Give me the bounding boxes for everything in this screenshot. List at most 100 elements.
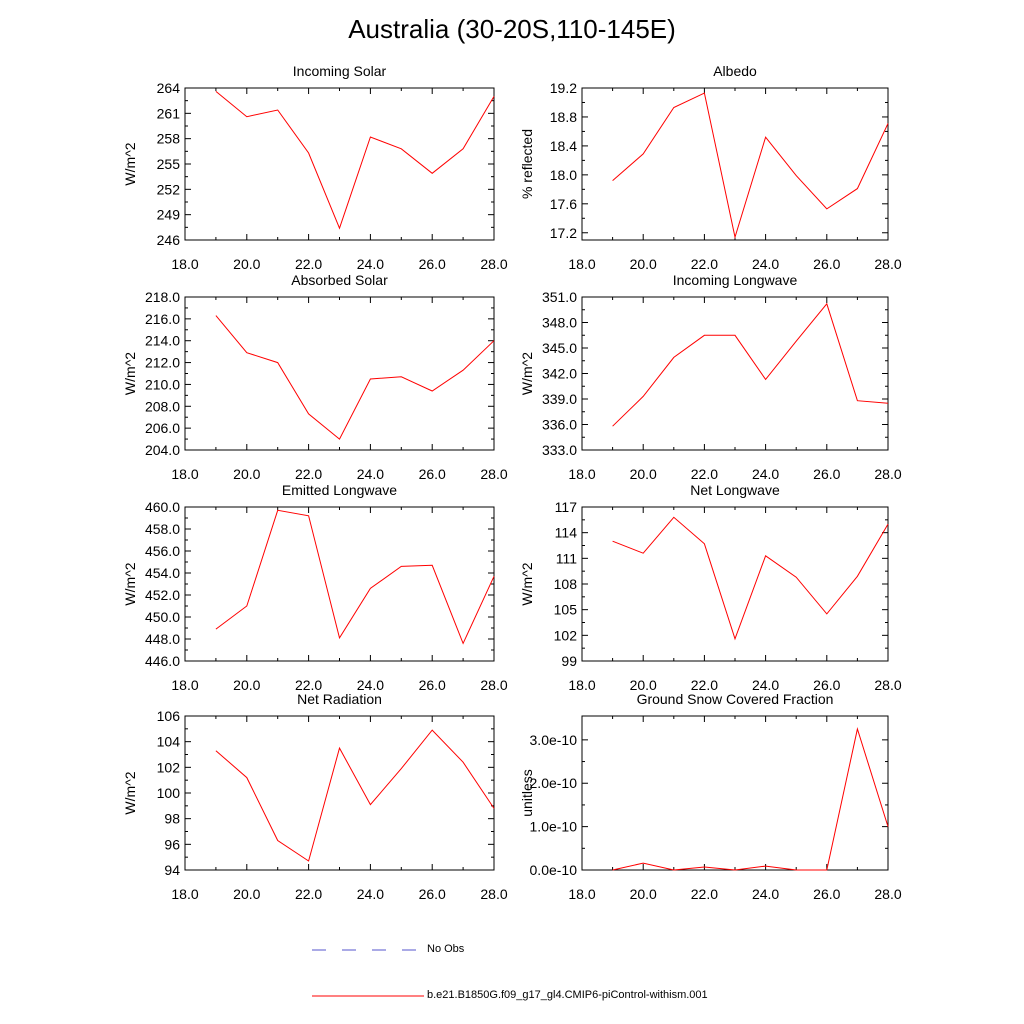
panel-3-ytick-label: 204.0 <box>145 442 180 458</box>
panel-5-title: Emitted Longwave <box>282 482 397 498</box>
panel-4-ytick-label: 342.0 <box>542 366 577 382</box>
panel-1-ytick-label: 246 <box>157 232 181 248</box>
panel-6-xtick-label: 22.0 <box>691 677 718 693</box>
panel-3-ytick-label: 218.0 <box>145 289 180 305</box>
panel-3-ytick-label: 216.0 <box>145 311 180 327</box>
panel-1-frame <box>184 87 495 241</box>
panel-5-ytick-label: 450.0 <box>145 609 180 625</box>
panel-5-series-line <box>215 509 495 645</box>
panel-4-xtick-label: 22.0 <box>691 466 718 482</box>
panel-6-ytick-label: 117 <box>555 499 578 515</box>
panel-7-ytick-label: 106 <box>157 708 181 724</box>
panel-3-title: Absorbed Solar <box>291 272 388 288</box>
panel-5-ytick-label: 448.0 <box>145 631 180 647</box>
panel-6-xtick-label: 24.0 <box>752 677 779 693</box>
panel-3-xtick-label: 28.0 <box>480 466 507 482</box>
legend-obs-label: No Obs <box>427 943 465 955</box>
panel-1-xtick-label: 18.0 <box>171 256 198 272</box>
panel-8-xtick-label: 26.0 <box>813 886 840 902</box>
panel-2-ytick-label: 18.8 <box>550 109 577 125</box>
panel-4-ytick-label: 351.0 <box>542 289 577 305</box>
panel-4-xtick-label: 26.0 <box>813 466 840 482</box>
panel-3-xtick-label: 26.0 <box>419 466 446 482</box>
panel-2-xtick-label: 24.0 <box>752 256 779 272</box>
panel-4-xtick-label: 28.0 <box>874 466 901 482</box>
panel-3-series-line <box>215 315 495 440</box>
panel-7-ytick-label: 98 <box>164 811 180 827</box>
panel-8-ytick-label: 3.0e-10 <box>530 732 578 748</box>
panel-5-xtick-label: 20.0 <box>233 677 260 693</box>
panel-7-xtick-label: 28.0 <box>480 886 507 902</box>
panel-6-ytick-label: 108 <box>554 576 578 592</box>
legend-model-label: b.e21.B1850G.f09_g17_gl4.CMIP6-piControl… <box>427 989 708 1001</box>
panel-6-xtick-label: 28.0 <box>874 677 901 693</box>
panel-4-ytick-label: 339.0 <box>542 391 577 407</box>
panel-2-xtick-label: 18.0 <box>568 256 595 272</box>
panel-2-xtick-label: 26.0 <box>813 256 840 272</box>
panel-7-title: Net Radiation <box>297 691 382 707</box>
panel-1-xtick-label: 26.0 <box>419 256 446 272</box>
panel-2-ytick-label: 17.2 <box>550 225 577 241</box>
panel-4-ytick-label: 333.0 <box>542 442 577 458</box>
panel-2-xtick-label: 20.0 <box>630 256 657 272</box>
panel-6-xtick-label: 18.0 <box>568 677 595 693</box>
panel-5-ytick-label: 452.0 <box>145 587 180 603</box>
panel-1-ytick-label: 249 <box>157 207 181 223</box>
panel-1-ytick-label: 255 <box>157 156 181 172</box>
panel-8-xtick-label: 24.0 <box>752 886 779 902</box>
panel-1-ylabel: W/m^2 <box>122 142 138 185</box>
panel-3-xtick-label: 20.0 <box>233 466 260 482</box>
panel-2-ytick-label: 18.4 <box>550 138 577 154</box>
panel-2-xtick-label: 28.0 <box>874 256 901 272</box>
panel-4-title: Incoming Longwave <box>673 272 798 288</box>
panel-6-ylabel: W/m^2 <box>519 562 535 605</box>
panel-8-title: Ground Snow Covered Fraction <box>637 691 834 707</box>
panel-4-ytick-label: 345.0 <box>542 340 577 356</box>
panel-5-xtick-label: 18.0 <box>171 677 198 693</box>
panel-1-ytick-label: 264 <box>157 80 181 96</box>
panel-3-ytick-label: 214.0 <box>145 333 180 349</box>
panel-5-ytick-label: 446.0 <box>145 653 180 669</box>
panel-8-xtick-label: 28.0 <box>874 886 901 902</box>
panel-8-frame <box>581 715 889 871</box>
panel-8-series-line <box>612 727 889 871</box>
panel-2-xtick-label: 22.0 <box>691 256 718 272</box>
panel-1-xtick-label: 24.0 <box>357 256 384 272</box>
panel-5-xtick-label: 28.0 <box>480 677 507 693</box>
panel-5-xtick-label: 22.0 <box>295 677 322 693</box>
panel-6-ytick-label: 105 <box>554 602 578 618</box>
panel-5-ytick-label: 458.0 <box>145 521 180 537</box>
panel-1-series-line <box>215 91 495 230</box>
panel-4-ytick-label: 336.0 <box>542 417 577 433</box>
panel-7-xtick-label: 18.0 <box>171 886 198 902</box>
panel-3-ylabel: W/m^2 <box>122 352 138 395</box>
panel-4-ylabel: W/m^2 <box>519 352 535 395</box>
panel-6-ytick-label: 111 <box>556 550 577 566</box>
panel-6-series-line <box>612 516 889 641</box>
panel-5-ytick-label: 456.0 <box>145 543 180 559</box>
panel-3-ytick-label: 212.0 <box>145 355 180 371</box>
panel-2-ytick-label: 18.0 <box>550 167 577 183</box>
panel-7-ytick-label: 102 <box>157 759 181 775</box>
panel-7-ytick-label: 100 <box>157 785 181 801</box>
panel-7-xtick-label: 22.0 <box>295 886 322 902</box>
panel-5-ytick-label: 460.0 <box>145 499 180 515</box>
panel-8-ytick-label: 2.0e-10 <box>530 775 578 791</box>
panel-6-ytick-label: 102 <box>554 627 578 643</box>
panel-1-xtick-label: 20.0 <box>233 256 260 272</box>
panel-1-ytick-label: 252 <box>157 181 181 197</box>
panel-3-ytick-label: 206.0 <box>145 420 180 436</box>
panel-4-xtick-label: 24.0 <box>752 466 779 482</box>
panel-7-xtick-label: 26.0 <box>419 886 446 902</box>
panel-8-xtick-label: 18.0 <box>568 886 595 902</box>
page-title: Australia (30-20S,110-145E) <box>348 14 676 44</box>
panel-1-title: Incoming Solar <box>293 63 387 79</box>
panel-5-ytick-label: 454.0 <box>145 565 180 581</box>
panel-7-ylabel: W/m^2 <box>122 771 138 814</box>
panel-7-ytick-label: 104 <box>157 734 181 750</box>
panel-2-ytick-label: 17.6 <box>550 196 577 212</box>
panel-3-xtick-label: 22.0 <box>295 466 322 482</box>
panel-4-frame <box>581 296 889 451</box>
panel-4-series-line <box>612 302 889 427</box>
panel-6-title: Net Longwave <box>690 482 780 498</box>
